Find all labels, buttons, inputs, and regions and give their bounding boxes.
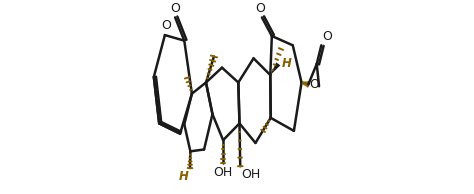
- Text: O: O: [309, 78, 319, 91]
- Text: O: O: [255, 2, 265, 15]
- Text: OH: OH: [241, 168, 260, 181]
- Polygon shape: [270, 62, 280, 75]
- Text: OH: OH: [213, 166, 233, 179]
- Text: O: O: [170, 2, 180, 15]
- Text: H: H: [179, 170, 189, 183]
- Text: H: H: [282, 56, 292, 69]
- Text: O: O: [322, 30, 332, 43]
- Text: O: O: [161, 19, 171, 32]
